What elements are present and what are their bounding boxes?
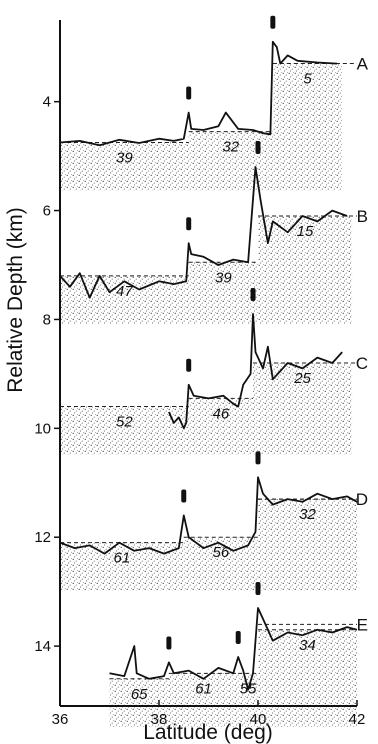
y-ticks: 4 6 8 10 12 14	[34, 94, 60, 655]
fracture-zone-marker	[255, 141, 261, 154]
y-tick-label: 8	[43, 311, 51, 328]
panel-label-layer: A B C D E	[356, 55, 369, 635]
fracture-zone-marker	[166, 636, 172, 650]
x-axis-title: Latitude (deg)	[143, 721, 273, 744]
segment-age-label: 34	[299, 637, 316, 654]
fracture-zone-marker	[270, 15, 276, 29]
panel-label: E	[357, 615, 368, 634]
panel-label: B	[357, 207, 368, 226]
segment-age-label: 65	[131, 686, 148, 703]
sediment-fill	[60, 542, 184, 591]
fracture-zone-marker	[186, 358, 192, 372]
segment-label-layer: 39 32 5 47 39 15 52 46 25 61 56 32 65 61 55 34	[114, 71, 317, 703]
segment-age-label: 61	[114, 550, 131, 567]
sediment-fill	[60, 142, 189, 191]
fracture-zone-marker	[186, 217, 192, 231]
segment-age-label: 5	[303, 71, 312, 88]
sediment-fill	[188, 398, 254, 455]
sediment-fill	[253, 363, 353, 455]
fracture-zone-marker	[235, 631, 241, 644]
axes	[59, 20, 357, 707]
x-tick-label: 38	[151, 711, 168, 728]
segment-age-label: 32	[222, 139, 239, 156]
y-tick-label: 4	[43, 94, 51, 111]
y-axis-title: Relative Depth (km)	[4, 207, 27, 393]
segment-age-label: 61	[195, 680, 212, 697]
profile-line-B	[59, 166, 348, 299]
segment-age-label: 39	[215, 269, 232, 286]
y-tick-label: 10	[34, 420, 51, 437]
segment-age-label: 55	[240, 680, 257, 697]
sediment-fill	[188, 262, 258, 325]
fracture-zone-marker-layer	[166, 15, 276, 650]
fracture-zone-marker	[181, 489, 187, 503]
y-tick-label: 6	[43, 203, 51, 220]
panel-label: D	[356, 490, 368, 509]
segment-age-label: 46	[213, 405, 230, 422]
x-tick-label: 36	[52, 711, 69, 728]
sediment-fill	[258, 216, 353, 325]
y-tick-label: 12	[34, 529, 51, 546]
panel-label: C	[356, 354, 368, 373]
x-tick-label: 42	[349, 711, 366, 728]
fracture-zone-marker	[250, 288, 256, 301]
segment-age-label: 39	[116, 150, 133, 167]
segment-age-label: 15	[297, 223, 314, 240]
segment-age-label: 52	[116, 414, 133, 431]
sediment-fill	[168, 673, 239, 727]
segment-age-label: 47	[116, 283, 133, 300]
sediment-fill	[272, 63, 343, 191]
segment-age-label: 56	[213, 544, 230, 561]
x-tick-label: 40	[250, 711, 267, 728]
profile-line-A	[59, 40, 338, 147]
y-tick-label: 14	[34, 638, 51, 655]
segment-age-label: 32	[299, 506, 316, 523]
profile-layer	[59, 40, 358, 691]
sediment-fill	[258, 629, 357, 727]
profile-line-E	[109, 607, 358, 691]
profile-line-C	[168, 313, 343, 430]
profile-line-D	[59, 476, 358, 555]
panel-label: A	[357, 55, 369, 74]
sediment-fill	[60, 406, 189, 455]
sediment-fill	[238, 673, 258, 727]
x-ticks: 36 38 40 42	[52, 700, 366, 728]
fracture-zone-marker	[186, 86, 192, 100]
sediment-fill	[258, 499, 357, 591]
fracture-zone-marker	[255, 451, 261, 465]
sediment-fill-layer	[60, 63, 357, 727]
fracture-zone-marker	[255, 582, 261, 595]
sediment-fill	[60, 275, 189, 325]
segment-age-label: 25	[293, 370, 311, 387]
reference-depth-layer	[60, 63, 357, 680]
